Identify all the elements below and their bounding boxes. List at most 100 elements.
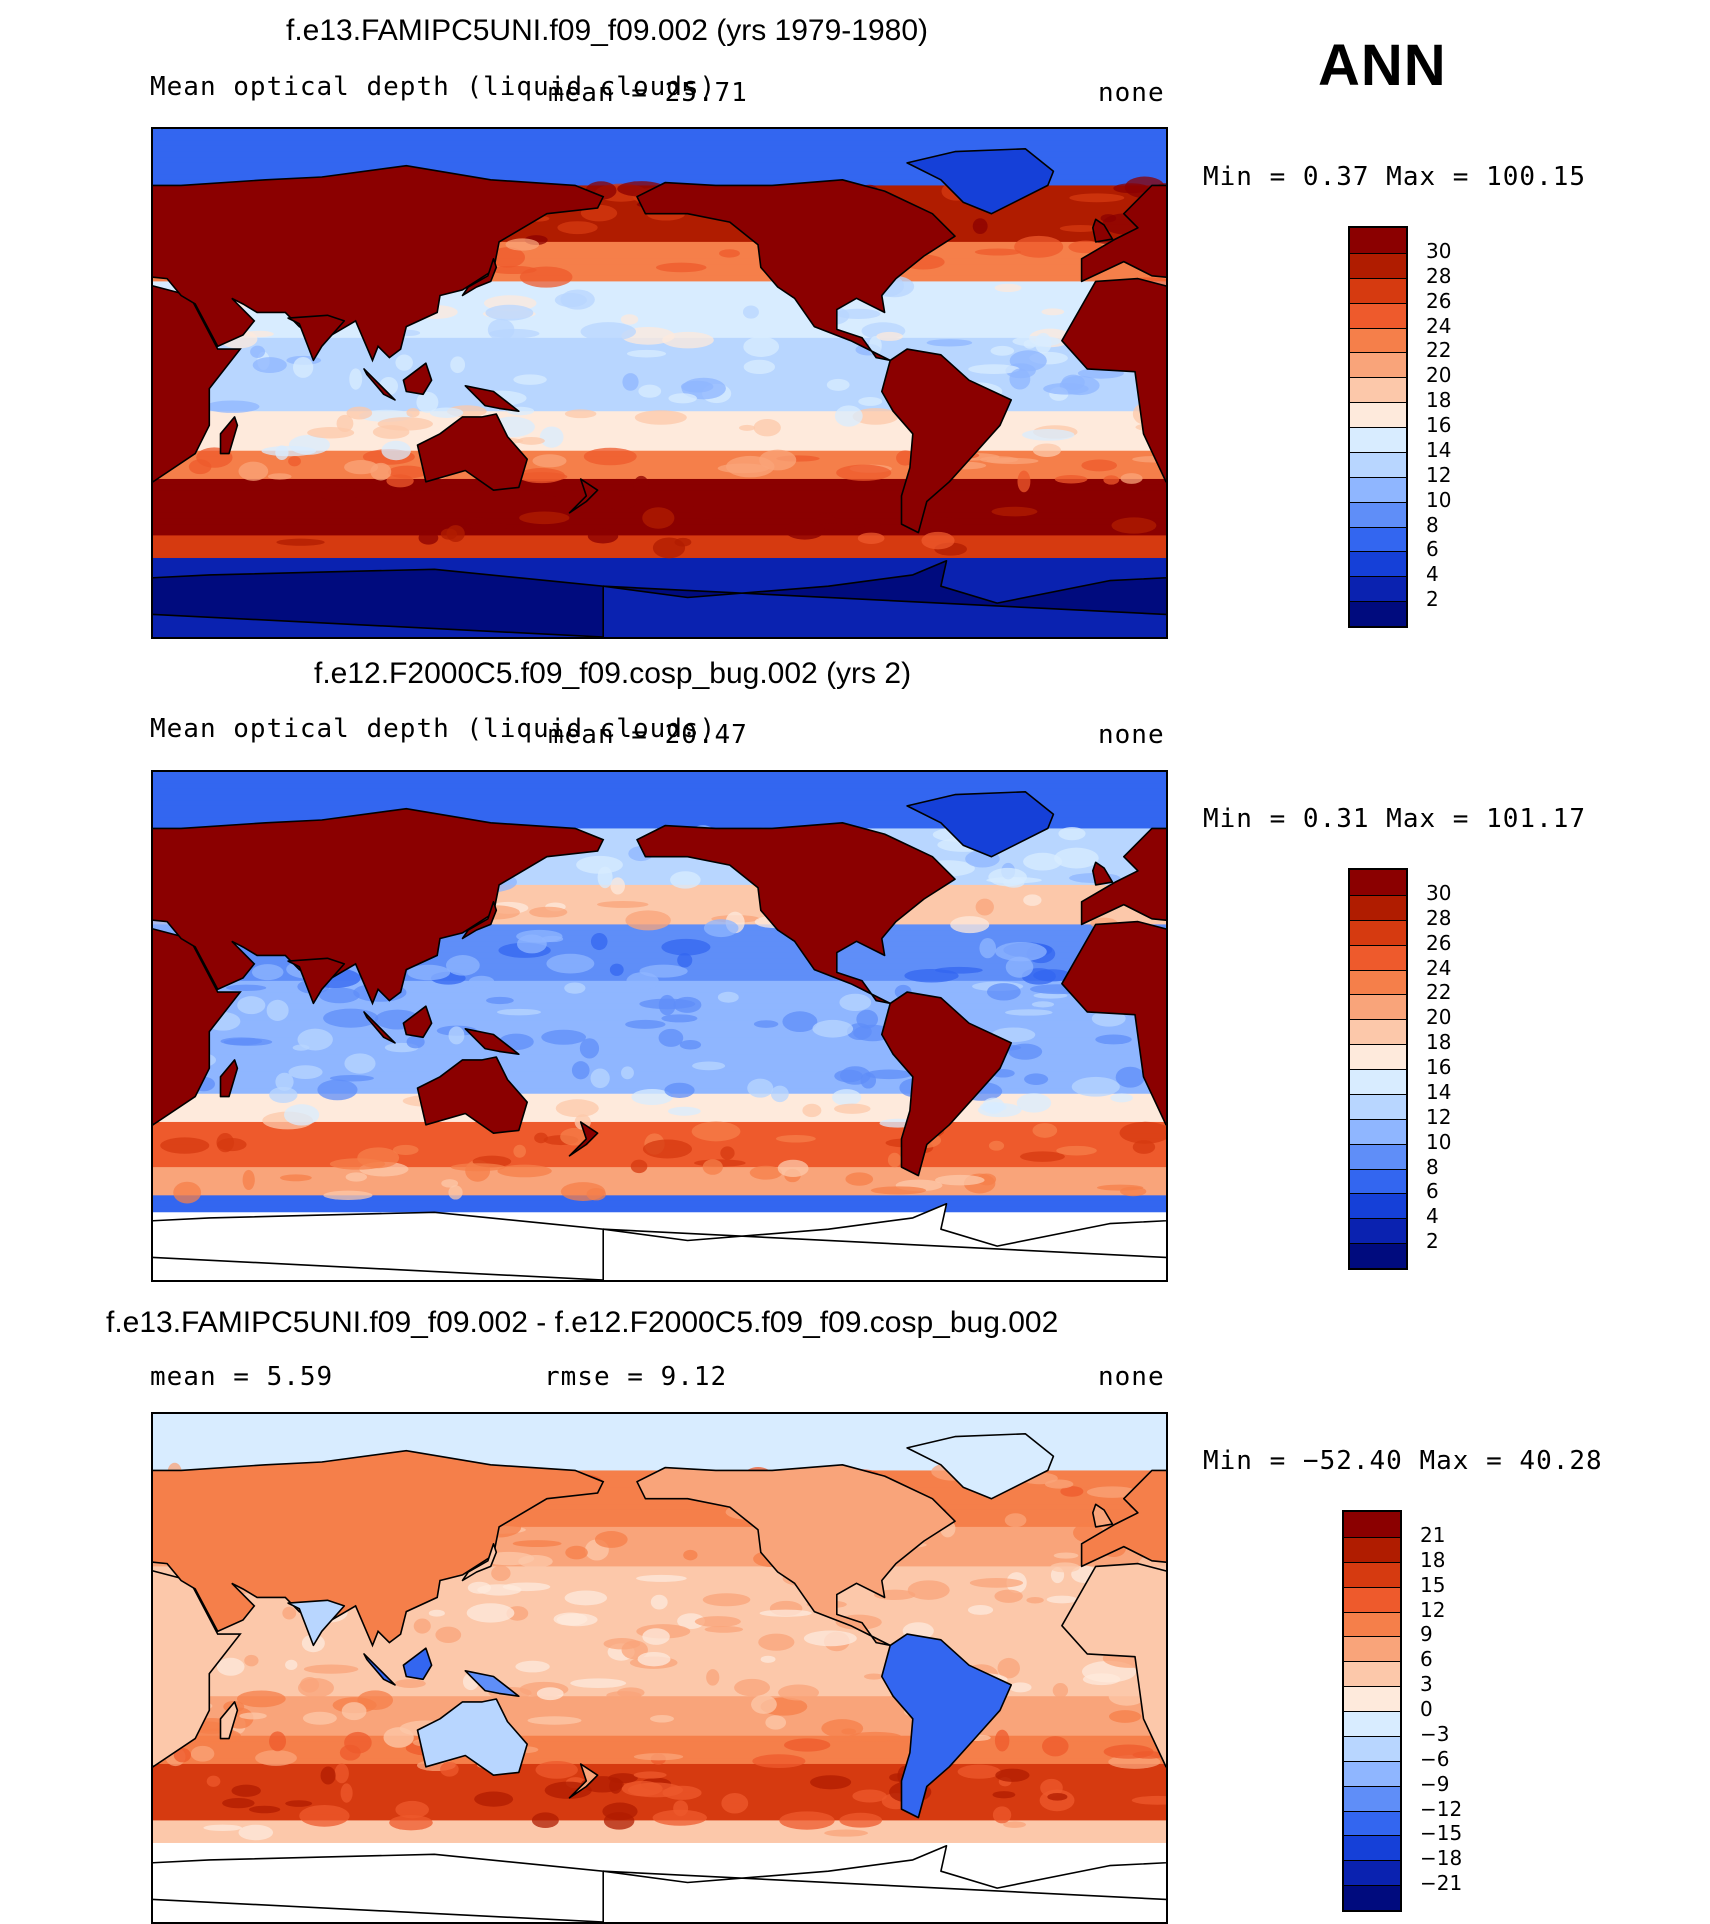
ocean-band <box>153 856 1166 863</box>
field-patch <box>597 901 649 908</box>
colorbar-swatch <box>1350 327 1406 353</box>
colorbar-tick-label: 10 <box>1426 487 1452 512</box>
field-patch <box>395 354 413 371</box>
panel-2-map <box>151 770 1168 1282</box>
colorbar-swatch <box>1344 1785 1400 1811</box>
field-patch <box>317 486 361 501</box>
coastline-greenland <box>906 791 1055 858</box>
field-patch <box>288 456 301 467</box>
colorbar-tick-label: 18 <box>1426 388 1452 413</box>
field-patch <box>1120 473 1143 484</box>
field-patch <box>778 1684 820 1701</box>
field-patch <box>673 1800 689 1817</box>
field-patch <box>474 1791 514 1807</box>
field-patch <box>344 1053 376 1074</box>
field-patch <box>812 1019 854 1038</box>
coastline-sumatra <box>363 1653 396 1686</box>
ocean-band <box>153 309 1166 316</box>
ocean-band <box>153 1724 1166 1731</box>
field-patch <box>620 314 639 325</box>
colorbar-tick-label: 2 <box>1426 1229 1439 1254</box>
field-patch <box>541 1029 587 1045</box>
field-patch <box>603 1638 641 1650</box>
ocean-band <box>153 495 1166 503</box>
ocean-band <box>153 1184 1166 1191</box>
ocean-band <box>153 1668 1166 1675</box>
field-patch <box>282 1606 297 1620</box>
panel-2-units: none <box>1098 720 1165 750</box>
field-patch <box>994 1729 1010 1752</box>
field-patch <box>765 1715 787 1730</box>
ocean-band <box>153 563 1166 570</box>
coastline-newguinea <box>464 1028 520 1055</box>
ocean-band <box>153 1673 1166 1680</box>
ocean-band <box>153 168 1166 175</box>
field-patch <box>1103 1744 1154 1759</box>
ocean-band <box>153 597 1166 604</box>
ocean-band <box>153 879 1166 886</box>
field-patch <box>664 1082 695 1098</box>
field-patch <box>416 391 439 413</box>
ocean-band <box>153 980 1166 988</box>
field-patch <box>702 1159 723 1175</box>
ocean-band <box>153 631 1166 637</box>
field-patch <box>590 1068 610 1089</box>
field-patch <box>1033 969 1072 982</box>
coastline-africa <box>1061 920 1166 1126</box>
colorbar-swatch <box>1344 1760 1400 1786</box>
ocean-band <box>153 1747 1166 1754</box>
ocean-band <box>153 1679 1166 1686</box>
coastline-madagascar <box>219 1701 239 1740</box>
field-patch <box>1042 1736 1069 1757</box>
field-patch <box>679 1040 702 1050</box>
field-patch <box>734 1678 770 1697</box>
field-patch <box>276 538 325 546</box>
ocean-band <box>153 129 1166 136</box>
field-patch <box>413 1618 431 1634</box>
ocean-band <box>153 151 1166 158</box>
field-patch <box>486 996 514 1005</box>
ocean-band <box>153 1521 1166 1528</box>
colorbar-swatch <box>1350 402 1406 427</box>
ocean-band <box>153 1447 1166 1455</box>
colorbar-swatch <box>1350 352 1406 378</box>
field-patch <box>297 1028 333 1051</box>
field-patch <box>515 472 568 482</box>
field-patch <box>564 982 586 994</box>
field-patch <box>1023 339 1036 349</box>
field-patch <box>841 1728 857 1735</box>
panel-1-title: f.e13.FAMIPC5UNI.f09_f09.002 (yrs 1979-1… <box>286 14 929 47</box>
field-patch <box>1023 852 1063 871</box>
field-patch <box>995 1768 1030 1782</box>
field-patch <box>634 410 687 425</box>
ocean-band <box>153 1826 1166 1833</box>
field-patch <box>863 1673 884 1680</box>
ocean-band <box>153 1430 1166 1438</box>
field-patch <box>749 1165 783 1180</box>
field-patch <box>513 374 547 385</box>
ocean-band <box>153 134 1166 141</box>
ocean-band <box>153 281 1166 288</box>
ocean-band <box>153 794 1166 801</box>
colorbar-swatch <box>1350 252 1406 278</box>
coastline-samerica <box>881 348 1012 534</box>
coastline-nz <box>568 1121 599 1157</box>
coastline-eurasia-wrap <box>153 164 605 363</box>
coastline-samerica <box>881 991 1012 1177</box>
field-patch <box>658 1028 684 1047</box>
colorbar-swatch <box>1350 944 1406 970</box>
coastline-namerica <box>636 822 956 1005</box>
colorbar-tick-label: 22 <box>1426 980 1452 1005</box>
field-patch <box>239 1712 267 1720</box>
field-patch <box>610 877 626 895</box>
panel-1-colorbar <box>1348 226 1408 628</box>
coastline-antarctica-wrap <box>153 568 604 637</box>
field-patch <box>344 1731 372 1754</box>
coastline-africa <box>1061 1562 1166 1768</box>
field-patch <box>638 384 662 398</box>
field-patch <box>386 474 414 488</box>
field-patch <box>974 248 1022 256</box>
field-patch <box>852 408 899 425</box>
ocean-band <box>153 890 1166 897</box>
field-patch <box>979 937 997 959</box>
